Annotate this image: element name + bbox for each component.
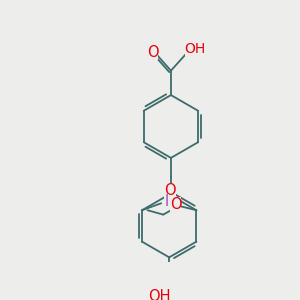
Text: OH: OH (185, 42, 206, 56)
Text: O: O (169, 196, 181, 211)
Text: OH: OH (148, 289, 171, 300)
Text: O: O (147, 45, 158, 60)
Text: I: I (164, 194, 169, 209)
Text: O: O (164, 183, 176, 198)
